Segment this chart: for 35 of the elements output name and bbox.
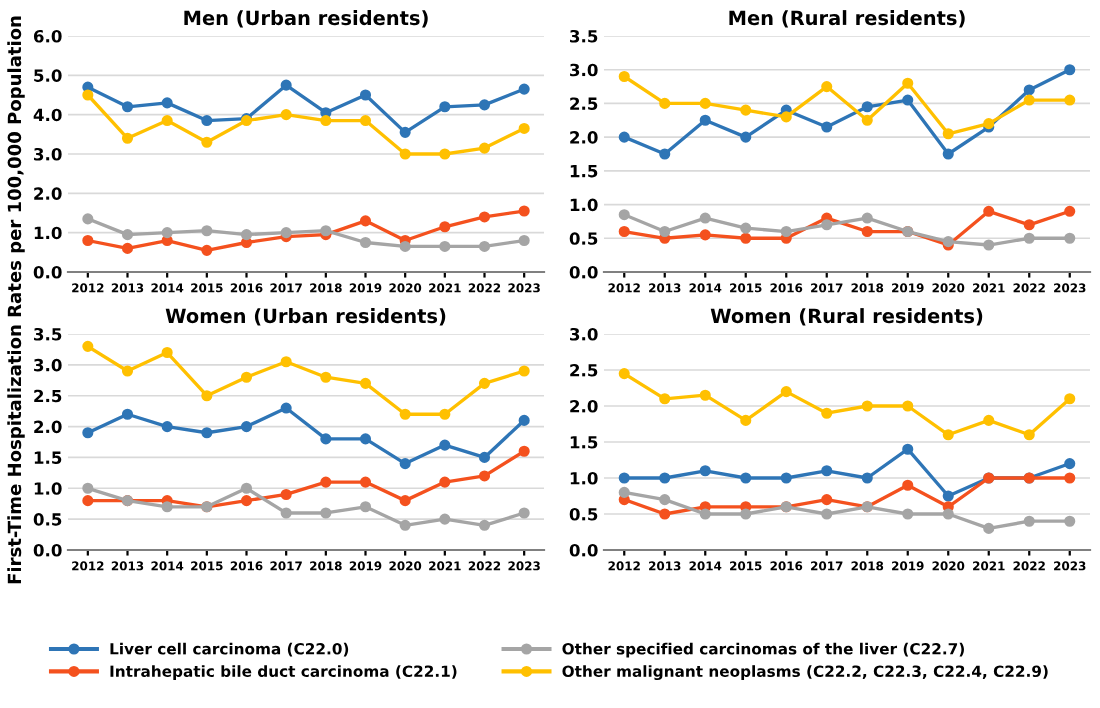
chart-title: Men (Rural residents) [729,10,965,28]
y-axis-title: First-Time Hospitalization Rates per 100,000 Population [7,16,25,584]
y-tick-label: 3.0 [34,147,62,161]
y-tick-label: 2.0 [570,399,598,413]
y-tick-label: 6.0 [33,29,62,43]
y-tick-label: 1.0 [570,471,598,485]
y-tick-label: 3.0 [34,358,62,372]
y-tick-label: 3.0 [570,63,598,77]
y-tick-label: 1.5 [34,451,62,464]
chart-title: Men (Urban residents) [184,10,428,28]
y-tick-label: 2.0 [34,187,62,200]
y-tick-label: 1.0 [34,482,62,495]
y-tick-label: 2.5 [570,97,598,110]
y-tick-label: 2.5 [34,389,62,403]
y-tick-label: 3.5 [34,327,62,341]
y-tick-label: 1.0 [34,226,62,240]
y-tick-label: 1.0 [570,198,598,212]
y-tick-label: 3.0 [570,327,598,341]
y-tick-label: 0.0 [33,265,62,279]
y-tick-label: 0.0 [569,265,598,279]
y-tick-label: 4.0 [33,108,62,122]
y-tick-label: 0.5 [33,513,62,526]
chart-title: Women (Urban residents) [165,308,446,326]
chart-title: Women (Rural residents) [710,308,983,326]
y-tick-label: 2.0 [570,131,598,144]
y-tick-label: 0.0 [569,543,598,557]
y-tick-label: 1.5 [570,165,598,178]
y-tick-label: 0.5 [569,232,598,245]
y-tick-label: 0.5 [569,507,598,521]
y-tick-label: 1.5 [570,436,598,449]
y-tick-label: 5.0 [34,69,62,82]
y-tick-label: 2.5 [570,363,598,377]
y-tick-label: 2.0 [34,420,62,434]
y-tick-label: 3.5 [570,29,598,43]
y-tick-label: 0.0 [33,543,62,557]
